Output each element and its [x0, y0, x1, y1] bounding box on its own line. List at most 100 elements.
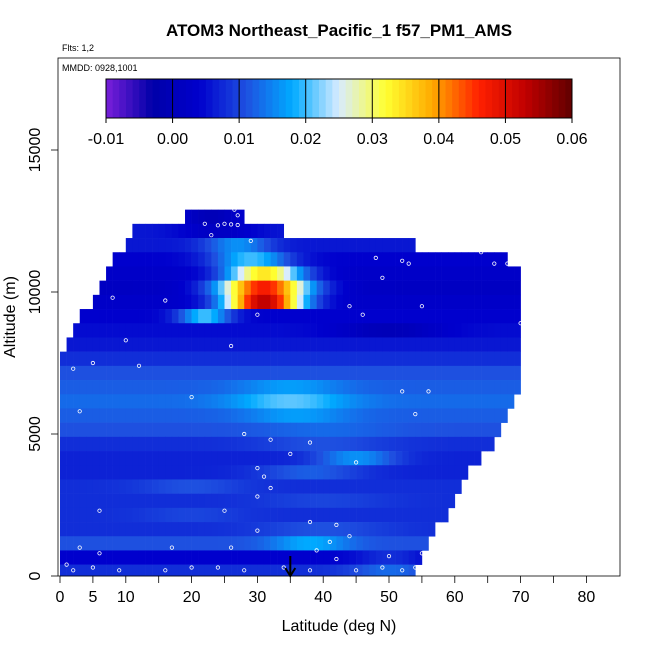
colorbar-tick-label: 0.01 [224, 131, 255, 148]
heatmap-cell [198, 294, 206, 310]
heatmap-cell [408, 422, 416, 438]
heatmap-cell [152, 507, 159, 523]
heatmap-cell [375, 309, 383, 324]
heatmap-cell [435, 351, 442, 367]
heatmap-cell [86, 465, 94, 480]
heatmap-cell [178, 323, 186, 338]
heatmap-cell [138, 451, 146, 466]
heatmap-cell [185, 365, 192, 381]
heatmap-cell [316, 451, 324, 466]
heatmap-cell [73, 507, 81, 523]
heatmap-cell [73, 436, 81, 452]
heatmap-cell [277, 252, 285, 267]
heatmap-cell [138, 351, 146, 367]
heatmap-cell [461, 266, 469, 281]
heatmap-cell [441, 479, 449, 494]
heatmap-cell [408, 522, 416, 537]
heatmap-cell [487, 309, 495, 324]
heatmap-cell [435, 294, 442, 310]
heatmap-cell [389, 422, 396, 438]
heatmap-cell [132, 479, 140, 494]
heatmap-cell [185, 465, 192, 480]
colorbar-cell [505, 79, 513, 118]
heatmap-cell [296, 323, 304, 338]
heatmap-cell [106, 479, 113, 494]
heatmap-cell [382, 564, 390, 577]
heatmap-cell [389, 465, 396, 480]
heatmap-cell [421, 536, 429, 551]
heatmap-cell [290, 536, 298, 551]
heatmap-cell [257, 550, 265, 565]
y-tick-label: 5000 [27, 416, 44, 452]
heatmap-cell [270, 323, 278, 338]
heatmap-cell [342, 323, 350, 338]
heatmap-cell [204, 365, 212, 381]
heatmap-cell [290, 465, 298, 480]
heatmap-cell [389, 252, 396, 267]
heatmap-cell [250, 365, 258, 381]
heatmap-cell [231, 522, 238, 537]
heatmap-cell [60, 550, 67, 565]
heatmap-cell [250, 266, 258, 281]
heatmap-cell [461, 380, 469, 395]
heatmap-cell [99, 465, 107, 480]
heatmap-cell [428, 465, 436, 480]
heatmap-cell [217, 536, 225, 551]
colorbar-cell [159, 79, 167, 118]
heatmap-cell [125, 436, 133, 452]
heatmap-cell [296, 365, 304, 381]
heatmap-cell [165, 252, 173, 267]
heatmap-cell [132, 451, 140, 466]
heatmap-cell [244, 280, 252, 296]
heatmap-cell [257, 337, 265, 352]
heatmap-cell [402, 238, 410, 253]
heatmap-cell [435, 479, 442, 494]
heatmap-cell [106, 550, 113, 565]
heatmap-cell [152, 550, 159, 565]
heatmap-cell [362, 550, 370, 565]
heatmap-cell [435, 280, 442, 296]
heatmap-cell [244, 351, 252, 367]
heatmap-cell [237, 522, 245, 537]
heatmap-cell [316, 280, 324, 296]
heatmap-cell [191, 394, 199, 409]
heatmap-cell [283, 451, 291, 466]
colorbar-cell [232, 79, 240, 118]
colorbar-cell [405, 79, 413, 118]
heatmap-cell [362, 238, 370, 253]
colorbar-cell [312, 79, 320, 118]
colorbar-cell [225, 79, 233, 118]
heatmap-cell [73, 422, 81, 438]
heatmap-cell [448, 380, 456, 395]
sample-point [400, 568, 405, 573]
heatmap-cell [211, 266, 219, 281]
heatmap-cell [356, 451, 363, 466]
heatmap-cell [178, 394, 186, 409]
heatmap-cell [145, 365, 153, 381]
sample-point [518, 394, 523, 400]
heatmap-cell [342, 436, 350, 452]
heatmap-cell [441, 380, 449, 395]
heatmap-cell [323, 536, 331, 551]
heatmap-cell [106, 365, 113, 381]
heatmap-cell [198, 422, 206, 438]
heatmap-cell [487, 252, 495, 267]
heatmap-cell [231, 323, 238, 338]
heatmap-cell [92, 323, 100, 338]
heatmap-cell [217, 351, 225, 367]
sample-point [136, 363, 142, 368]
heatmap-cell [290, 522, 298, 537]
heatmap-cell [329, 280, 337, 296]
heatmap-cell [257, 479, 265, 494]
heatmap-cell [283, 479, 291, 494]
heatmap-cell [125, 479, 133, 494]
heatmap-cell [204, 252, 212, 267]
colorbar-cell [125, 79, 134, 118]
heatmap-cell [250, 309, 258, 324]
heatmap-cell [296, 408, 304, 423]
heatmap-cell [428, 436, 436, 452]
heatmap-cell [244, 223, 252, 239]
heatmap-cell [263, 351, 271, 367]
heatmap-cell [461, 280, 469, 296]
colorbar-cell [152, 79, 160, 118]
